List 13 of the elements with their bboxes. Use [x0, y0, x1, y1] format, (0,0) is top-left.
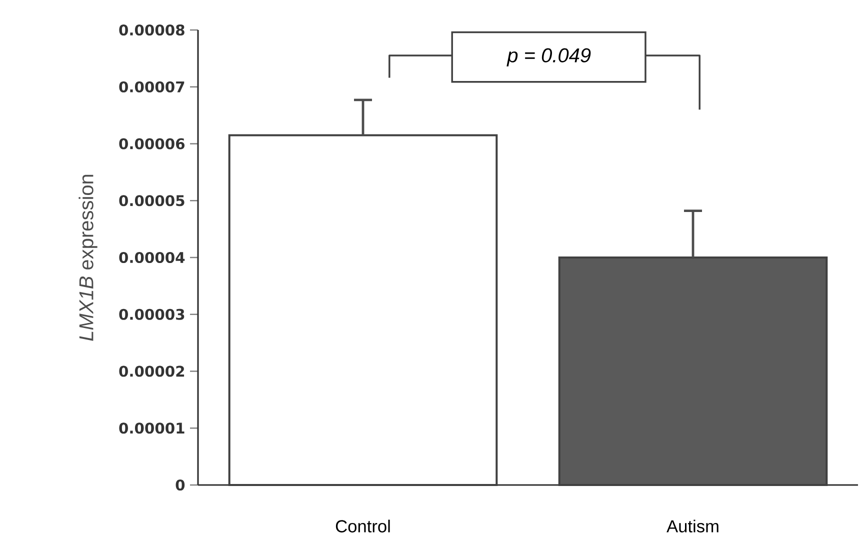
y-tick-label: 0.00001	[119, 422, 184, 434]
y-tick-label: 0	[176, 479, 185, 491]
y-axis-title: LMX1B expression	[78, 174, 98, 341]
y-tick-label: 0.00002	[119, 366, 184, 377]
x-tick-label: Control	[336, 520, 390, 532]
y-tick-label: 0.00008	[119, 24, 184, 36]
y-tick-label: 0.00007	[119, 81, 184, 92]
annotation: p = 0.049	[506, 48, 591, 66]
y-tick-label: 0.00004	[119, 252, 185, 264]
x-tick-label: Autism	[666, 520, 718, 532]
y-tick-label: 0.00003	[119, 308, 184, 320]
y-tick-label: 0.00005	[119, 195, 184, 206]
y-tick-label: 0.00006	[119, 138, 185, 150]
